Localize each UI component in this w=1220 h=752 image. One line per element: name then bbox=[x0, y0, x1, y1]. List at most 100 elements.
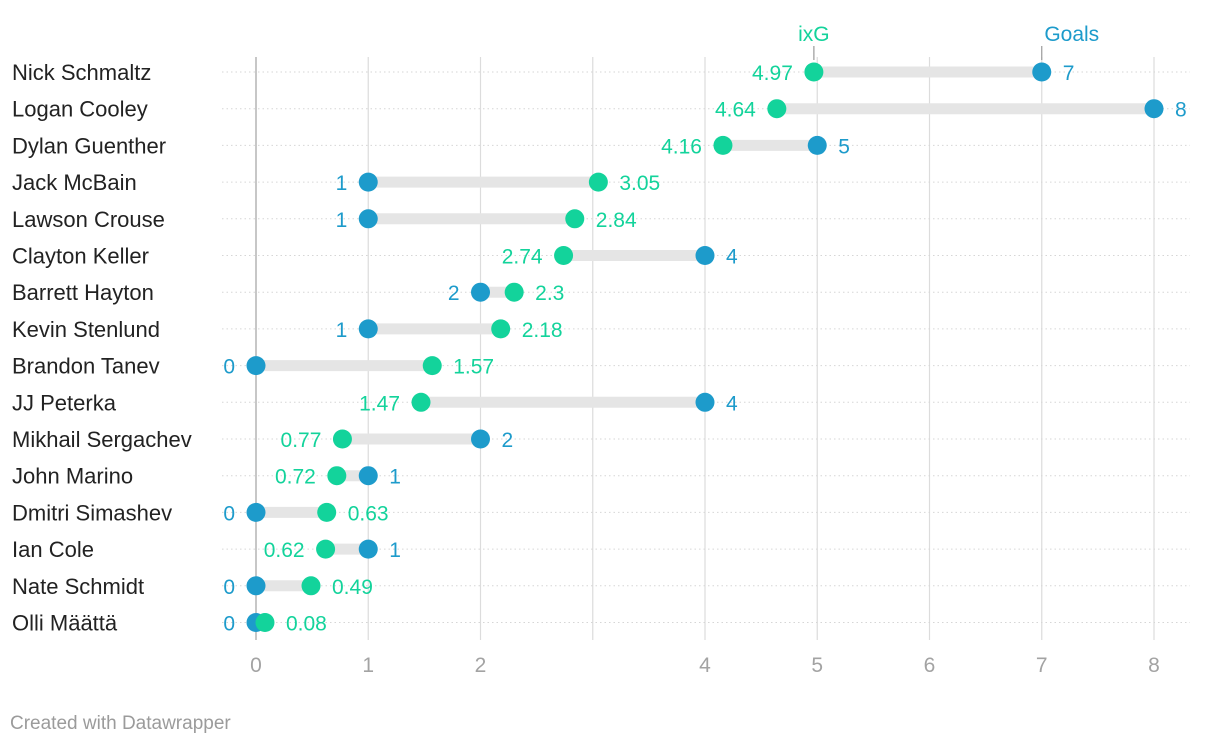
player-label: Kevin Stenlund bbox=[12, 317, 160, 342]
ixg-dot bbox=[255, 613, 275, 632]
goals-value-label: 4 bbox=[726, 392, 738, 415]
legend-goals-label: Goals bbox=[1044, 23, 1099, 46]
goals-dot bbox=[695, 392, 715, 412]
x-tick-label: 1 bbox=[362, 654, 374, 677]
goals-value-label: 1 bbox=[336, 319, 348, 342]
legend-ixg-label: ixG bbox=[798, 23, 830, 46]
footer-credit: Created with Datawrapper bbox=[10, 713, 231, 734]
player-label: Nick Schmaltz bbox=[12, 60, 151, 85]
ixg-dot bbox=[565, 209, 585, 229]
goals-value-label: 2 bbox=[502, 429, 514, 452]
x-tick-label: 4 bbox=[699, 654, 711, 677]
ixg-dot bbox=[554, 246, 574, 265]
player-label: Clayton Keller bbox=[12, 244, 149, 269]
player-row: Olli Määttä 0 0.08 bbox=[12, 611, 327, 636]
goals-value-label: 1 bbox=[336, 209, 348, 232]
goals-dot bbox=[246, 356, 266, 376]
player-row: Nate Schmidt 0 0.49 bbox=[12, 574, 373, 599]
player-row: Jack McBain 1 3.05 bbox=[12, 170, 660, 195]
goals-dot bbox=[246, 502, 266, 522]
goals-value-label: 1 bbox=[336, 172, 348, 195]
player-row: Logan Cooley 8 4.64 bbox=[12, 97, 1187, 122]
legend: ixG Goals bbox=[798, 23, 1099, 60]
ixg-dot bbox=[588, 172, 608, 192]
goals-dot bbox=[471, 282, 490, 302]
goals-value-label: 1 bbox=[389, 539, 401, 562]
goals-dot bbox=[358, 209, 378, 229]
ixg-value-label: 0.77 bbox=[281, 429, 322, 452]
ixg-dot bbox=[411, 392, 431, 412]
ixg-value-label: 2.3 bbox=[535, 282, 564, 305]
goals-value-label: 0 bbox=[223, 356, 235, 379]
ixg-value-label: 0.63 bbox=[348, 502, 389, 525]
ixg-value-label: 2.84 bbox=[596, 209, 637, 232]
ixg-dot bbox=[327, 466, 347, 486]
x-tick-label: 5 bbox=[811, 654, 823, 677]
goals-value-label: 5 bbox=[838, 135, 850, 158]
player-row: Kevin Stenlund 1 2.18 bbox=[12, 317, 563, 342]
ixg-dot bbox=[317, 502, 337, 522]
goals-dot bbox=[358, 539, 378, 559]
ixg-value-label: 0.08 bbox=[286, 613, 327, 636]
player-row: Dylan Guenther 5 4.16 bbox=[12, 133, 850, 158]
player-label: Lawson Crouse bbox=[12, 207, 165, 232]
goals-dot bbox=[246, 576, 266, 596]
rows-layer: Nick Schmaltz 7 4.97 Logan Cooley 8 4.64 Dylan… bbox=[12, 60, 1187, 636]
ixg-dot bbox=[504, 282, 524, 302]
ixg-value-label: 4.64 bbox=[715, 99, 756, 122]
player-row: Nick Schmaltz 7 4.97 bbox=[12, 60, 1074, 85]
player-label: Brandon Tanev bbox=[12, 354, 160, 379]
ixg-value-label: 0.72 bbox=[275, 466, 316, 489]
goals-value-label: 7 bbox=[1063, 62, 1075, 85]
goals-value-label: 4 bbox=[726, 246, 738, 269]
ixg-dot bbox=[713, 135, 733, 155]
ixg-value-label: 3.05 bbox=[619, 172, 660, 195]
x-tick-label: 8 bbox=[1148, 654, 1160, 677]
goals-value-label: 0 bbox=[223, 502, 235, 525]
ixg-dot bbox=[301, 576, 321, 596]
player-label: Dylan Guenther bbox=[12, 133, 166, 158]
ixg-dot bbox=[804, 62, 824, 82]
player-row: Lawson Crouse 1 2.84 bbox=[12, 207, 637, 232]
player-row: Barrett Hayton 2 2.3 bbox=[12, 280, 564, 305]
goals-value-label: 8 bbox=[1175, 99, 1187, 122]
player-label: Ian Cole bbox=[12, 537, 94, 562]
goals-dot bbox=[471, 429, 490, 449]
player-row: Brandon Tanev 0 1.57 bbox=[12, 354, 494, 379]
x-tick-label: 7 bbox=[1036, 654, 1048, 677]
ixg-value-label: 4.16 bbox=[661, 135, 702, 158]
ixg-value-label: 0.49 bbox=[332, 576, 373, 599]
player-label: Olli Määttä bbox=[12, 611, 118, 636]
player-row: Ian Cole 1 0.62 bbox=[12, 537, 401, 562]
player-label: Nate Schmidt bbox=[12, 574, 144, 599]
x-tick-label: 0 bbox=[250, 654, 262, 677]
goals-dot bbox=[358, 319, 378, 339]
player-label: John Marino bbox=[12, 464, 133, 489]
x-tick-label: 2 bbox=[475, 654, 487, 677]
x-axis: 0 1 2 4 5 6 7 8 bbox=[250, 654, 1160, 677]
ixg-dot bbox=[332, 429, 352, 449]
ixg-dot bbox=[422, 356, 442, 376]
ixg-value-label: 0.62 bbox=[264, 539, 305, 562]
player-row: John Marino 1 0.72 bbox=[12, 464, 401, 489]
goals-value-label: 0 bbox=[223, 613, 235, 636]
x-tick-label: 6 bbox=[924, 654, 936, 677]
goals-value-label: 2 bbox=[448, 282, 460, 305]
player-label: Dmitri Simashev bbox=[12, 500, 172, 525]
goals-dot bbox=[807, 135, 827, 155]
player-label: Logan Cooley bbox=[12, 97, 148, 122]
ixg-value-label: 1.47 bbox=[359, 392, 400, 415]
player-label: Barrett Hayton bbox=[12, 280, 154, 305]
goals-dot bbox=[358, 172, 378, 192]
ixg-value-label: 4.97 bbox=[752, 62, 793, 85]
player-row: JJ Peterka 4 1.47 bbox=[12, 390, 738, 415]
player-row: Mikhail Sergachev 2 0.77 bbox=[12, 427, 513, 452]
goals-value-label: 0 bbox=[223, 576, 235, 599]
goals-dot bbox=[358, 466, 378, 486]
goals-value-label: 1 bbox=[389, 466, 401, 489]
ixg-value-label: 1.57 bbox=[453, 356, 494, 379]
player-label: JJ Peterka bbox=[12, 390, 117, 415]
player-label: Jack McBain bbox=[12, 170, 137, 195]
ixg-dot bbox=[491, 319, 511, 339]
